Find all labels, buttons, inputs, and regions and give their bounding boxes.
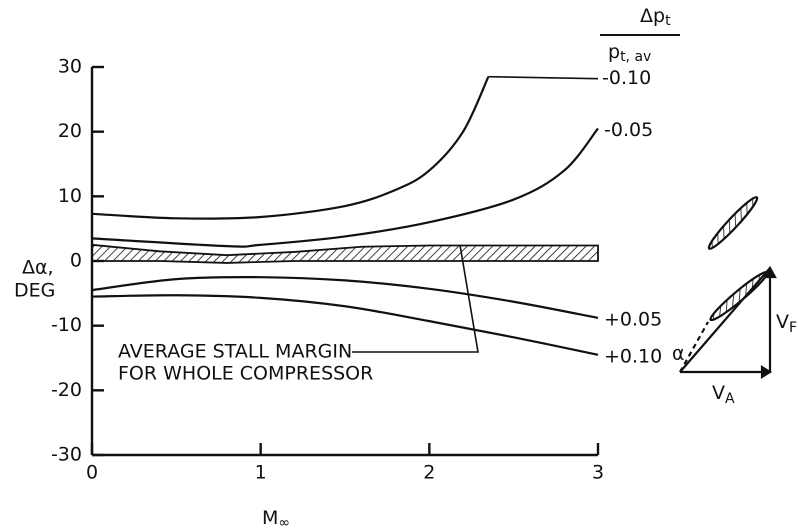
x-tick-label: 1 [255,462,267,484]
series-label: -0.05 [604,119,653,141]
y-label: DEG [14,280,55,302]
series-label: +0.10 [604,345,662,367]
inset-diagram [679,196,777,379]
y-tick-label: -20 [51,379,82,401]
legend-title: Δpt [640,5,671,30]
y-tick-label: -30 [51,444,82,466]
x-label: M∞ [262,507,290,530]
y-tick-label: 10 [58,185,82,207]
legend-title: pt, av [608,41,651,66]
inset-label: α [672,343,685,365]
annotation: FOR WHOLE COMPRESSOR [118,363,373,385]
label-leader [488,75,599,80]
y-tick-label: 30 [58,56,82,78]
curve [91,76,490,220]
annotation-leader [352,244,479,353]
y-tick-label: -10 [51,314,82,336]
x-tick-label: 2 [423,462,435,484]
x-tick-label: 0 [86,462,98,484]
y-label: Δα, [22,257,54,279]
curve [91,294,599,356]
curve [91,127,599,248]
series-label: +0.05 [604,308,662,330]
inset-label: VA [712,382,735,408]
y-tick-label: 20 [58,120,82,142]
series-label: -0.10 [602,67,651,89]
inset-label: VF [776,311,797,337]
y-tick-label: 0 [70,250,82,272]
x-tick-label: 3 [592,462,604,484]
stall-band [91,243,599,264]
annotation: AVERAGE STALL MARGIN [118,341,352,363]
curve [91,275,599,319]
